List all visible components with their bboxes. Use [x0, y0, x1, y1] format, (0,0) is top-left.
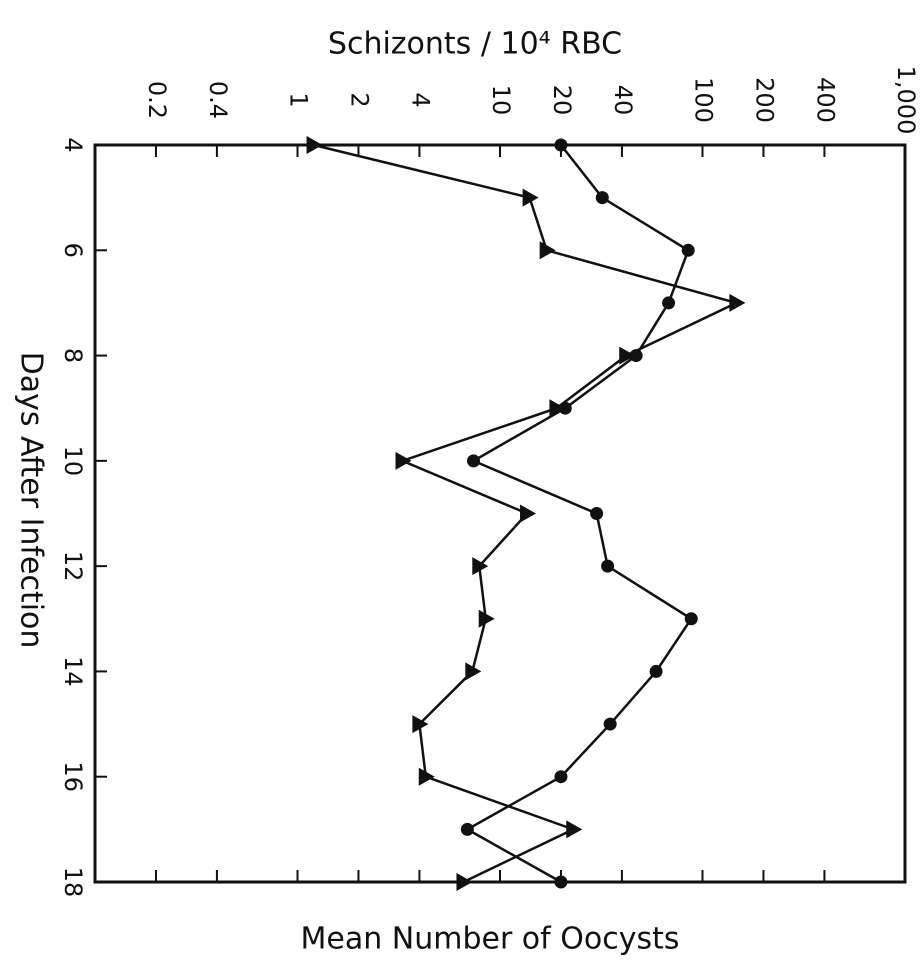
x-tick-label: 4: [406, 92, 434, 107]
circle-marker: [681, 243, 695, 257]
y-tick-label: 14: [59, 656, 87, 687]
circle-marker: [595, 191, 609, 205]
y-tick-label: 10: [59, 446, 87, 477]
triangle-marker: [729, 293, 746, 312]
x-tick-label: 0.4: [204, 81, 232, 119]
circle-marker: [460, 822, 474, 836]
y-tick-label: 6: [59, 243, 87, 258]
triangle-marker: [456, 873, 473, 891]
x-tick-label: 200: [750, 77, 778, 123]
circle-marker: [684, 612, 698, 626]
x-tick-label: 10: [487, 85, 515, 116]
triangle-marker: [472, 557, 489, 576]
triangle-marker: [539, 241, 556, 260]
triangle-marker: [549, 399, 566, 418]
circle-marker: [467, 454, 481, 468]
plot-frame: [93, 143, 907, 884]
triangle-marker: [566, 820, 583, 839]
x-tick-label: 100: [690, 77, 718, 123]
x-axis-label: Mean Number of Oocysts: [300, 922, 679, 957]
triangle-marker: [395, 451, 412, 470]
x-tick-label: 400: [811, 77, 839, 123]
circle-marker: [554, 138, 568, 152]
triangle-marker: [306, 136, 323, 154]
y-tick-label: 4: [59, 137, 87, 152]
x-tick-label: 0.2: [143, 81, 171, 119]
triangle-marker: [522, 188, 539, 207]
circle-marker: [603, 717, 617, 731]
y-tick-label: 8: [59, 348, 87, 363]
y-tick-label: 16: [59, 761, 87, 792]
x-tick-label: 2: [345, 92, 373, 107]
triangle-marker: [412, 715, 429, 734]
chart-title: Schizonts / 10⁴ RBC: [328, 27, 622, 62]
triangle-marker: [478, 609, 495, 628]
x-tick-label: 40: [609, 85, 637, 116]
circle-marker: [649, 664, 663, 678]
y-axis-label: Days After Infection: [14, 352, 49, 649]
triangle-marker: [465, 662, 482, 681]
y-tick-label: 12: [59, 551, 87, 582]
x-tick-label: 20: [548, 85, 576, 116]
x-tick-label: 1,000: [892, 66, 920, 135]
triangle-marker: [520, 504, 537, 523]
series-line: [464, 144, 694, 884]
y-tick-label: 18: [59, 867, 87, 898]
circle-marker: [554, 875, 568, 889]
triangle-marker: [418, 767, 435, 786]
circle-marker: [590, 507, 604, 520]
circle-marker: [662, 296, 676, 310]
x-tick-label: 1: [285, 92, 313, 107]
triangle-marker: [619, 346, 636, 365]
circle-marker: [601, 559, 615, 573]
circle-marker: [554, 770, 568, 784]
